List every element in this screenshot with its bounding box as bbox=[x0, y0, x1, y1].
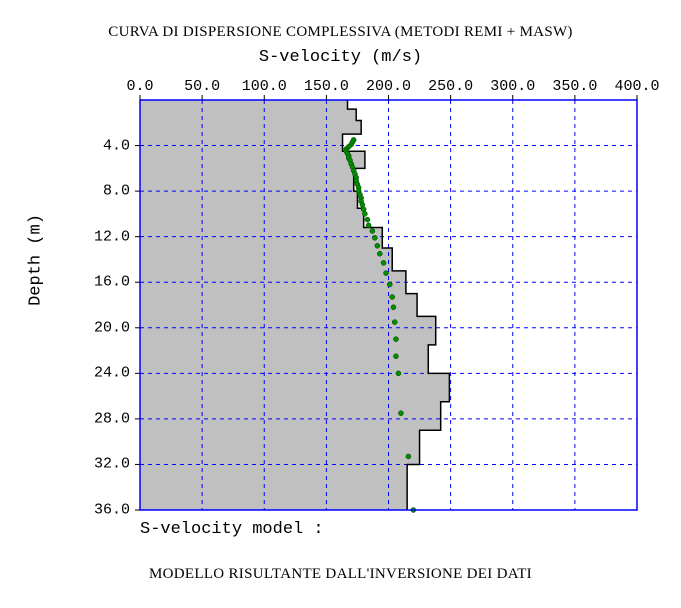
x-tick-label: 0.0 bbox=[126, 78, 153, 95]
x-tick-label: 400.0 bbox=[614, 78, 659, 95]
y-tick-label: 16.0 bbox=[85, 274, 130, 291]
y-tick-label: 24.0 bbox=[85, 365, 130, 382]
chart-title-bottom: MODELLO RISULTANTE DALL'INVERSIONE DEI D… bbox=[0, 566, 681, 583]
y-tick-label: 8.0 bbox=[85, 183, 130, 200]
chart-container: CURVA DI DISPERSIONE COMPLESSIVA (METODI… bbox=[0, 0, 681, 608]
model-legend-label: S-velocity model : bbox=[140, 520, 324, 539]
x-tick-label: 50.0 bbox=[184, 78, 220, 95]
x-tick-label: 250.0 bbox=[428, 78, 473, 95]
y-tick-label: 32.0 bbox=[85, 456, 130, 473]
y-tick-label: 20.0 bbox=[85, 319, 130, 336]
y-tick-label: 12.0 bbox=[85, 228, 130, 245]
y-tick-label: 28.0 bbox=[85, 410, 130, 427]
x-tick-label: 100.0 bbox=[242, 78, 287, 95]
x-tick-label: 200.0 bbox=[366, 78, 411, 95]
x-tick-label: 150.0 bbox=[304, 78, 349, 95]
y-tick-label: 4.0 bbox=[85, 137, 130, 154]
y-tick-label: 36.0 bbox=[85, 502, 130, 519]
x-tick-label: 300.0 bbox=[490, 78, 535, 95]
x-tick-label: 350.0 bbox=[552, 78, 597, 95]
